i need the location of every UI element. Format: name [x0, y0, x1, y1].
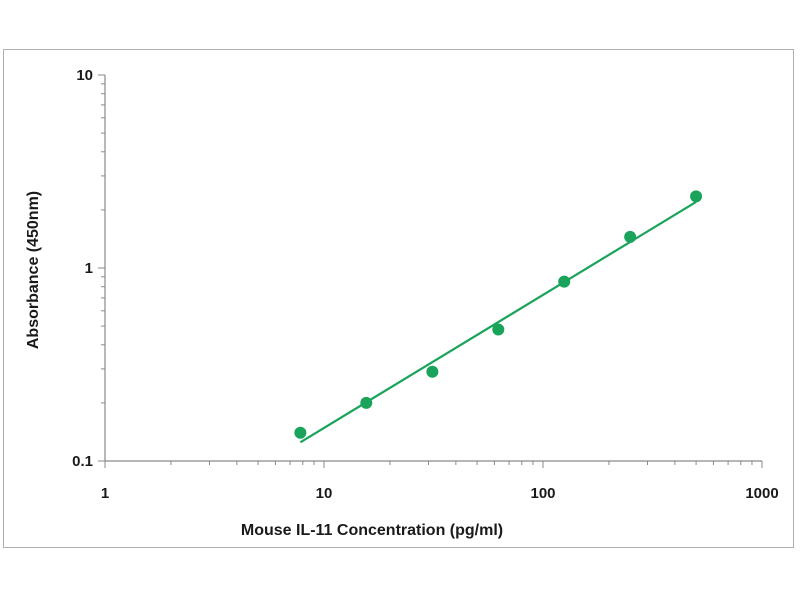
- y-tick-label: 0.1: [72, 453, 93, 470]
- x-tick-label: 10: [316, 485, 333, 502]
- data-point: [492, 323, 505, 336]
- data-point: [624, 230, 637, 243]
- y-tick-label: 1: [85, 260, 93, 277]
- x-axis-title: Mouse IL-11 Concentration (pg/ml): [241, 522, 503, 539]
- x-tick-label: 100: [530, 485, 555, 502]
- axes: [104, 75, 762, 462]
- x-tick-label: 1000: [745, 485, 778, 502]
- data-point: [360, 396, 373, 409]
- data-point: [690, 190, 703, 203]
- data-point: [294, 426, 307, 439]
- data-point: [558, 275, 571, 288]
- ticks: 1 10 100 1000 10 1 0.1: [72, 67, 779, 502]
- fit-line: [299, 200, 697, 444]
- y-tick-label: 10: [76, 67, 93, 84]
- chart-frame: [3, 49, 794, 548]
- y-axis-title: Absorbance (450nm): [25, 191, 42, 349]
- fit-line-group: [299, 200, 697, 444]
- x-tick-label: 1: [101, 485, 109, 502]
- data-point: [426, 365, 439, 378]
- data-points: [294, 190, 703, 439]
